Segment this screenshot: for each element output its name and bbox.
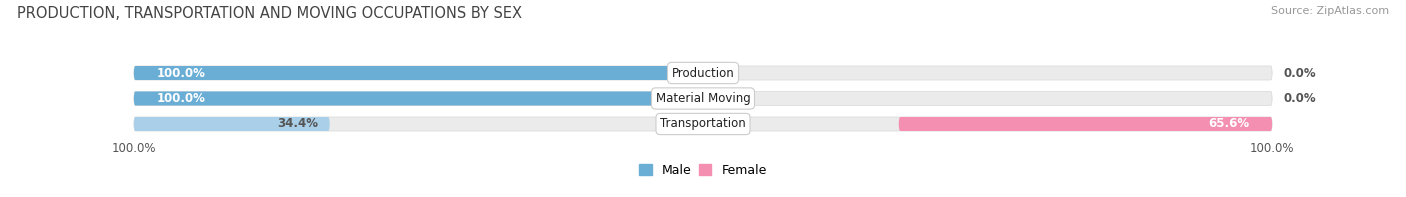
Text: 0.0%: 0.0% [1284,67,1316,80]
Legend: Male, Female: Male, Female [640,164,766,177]
FancyBboxPatch shape [134,66,703,80]
Text: Material Moving: Material Moving [655,92,751,105]
Text: 100.0%: 100.0% [1250,142,1295,155]
FancyBboxPatch shape [898,117,1272,131]
Text: Production: Production [672,67,734,80]
Text: 100.0%: 100.0% [111,142,156,155]
Text: PRODUCTION, TRANSPORTATION AND MOVING OCCUPATIONS BY SEX: PRODUCTION, TRANSPORTATION AND MOVING OC… [17,6,522,21]
Text: 65.6%: 65.6% [1208,117,1250,130]
FancyBboxPatch shape [134,117,329,131]
FancyBboxPatch shape [134,66,1272,80]
Text: Transportation: Transportation [661,117,745,130]
FancyBboxPatch shape [134,117,1272,131]
Text: 100.0%: 100.0% [156,92,205,105]
Text: 34.4%: 34.4% [277,117,318,130]
Text: 100.0%: 100.0% [156,67,205,80]
FancyBboxPatch shape [134,91,703,106]
Text: 0.0%: 0.0% [1284,92,1316,105]
FancyBboxPatch shape [134,91,1272,106]
Text: Source: ZipAtlas.com: Source: ZipAtlas.com [1271,6,1389,16]
